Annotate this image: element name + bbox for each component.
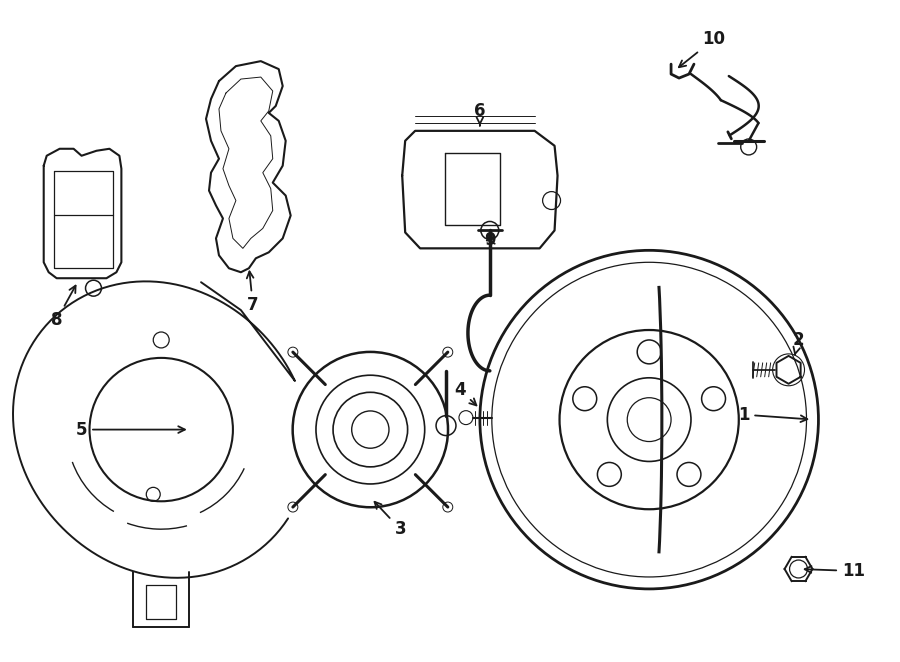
Text: 10: 10 — [679, 30, 725, 68]
Text: 4: 4 — [454, 381, 476, 405]
Text: 1: 1 — [738, 406, 807, 424]
Text: 6: 6 — [474, 102, 486, 126]
Text: 2: 2 — [793, 331, 805, 355]
Text: 8: 8 — [51, 285, 76, 329]
Text: 5: 5 — [76, 420, 184, 439]
Text: 3: 3 — [374, 502, 406, 538]
Text: 11: 11 — [805, 562, 865, 580]
Text: 9: 9 — [484, 232, 496, 250]
Text: 7: 7 — [247, 271, 258, 314]
